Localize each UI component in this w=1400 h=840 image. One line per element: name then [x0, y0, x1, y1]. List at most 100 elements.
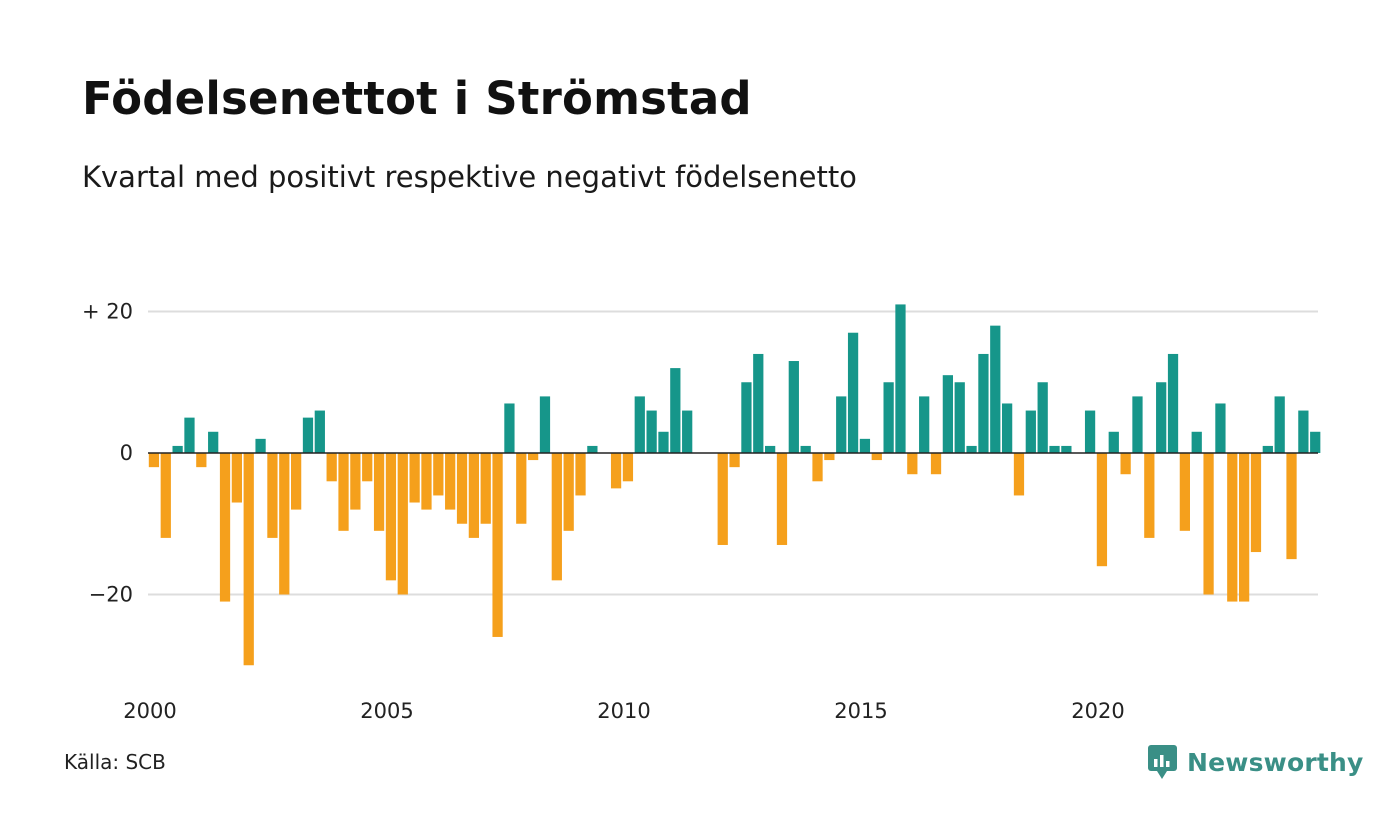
bar	[824, 453, 835, 461]
bar	[895, 304, 906, 453]
bar	[836, 396, 847, 453]
bar	[1144, 453, 1155, 538]
bar	[765, 445, 776, 453]
x-tick-label: 2015	[834, 699, 887, 723]
bar	[528, 453, 539, 461]
bar	[184, 417, 195, 453]
bar	[539, 396, 551, 453]
bar	[160, 453, 171, 538]
bar	[800, 445, 811, 453]
bar	[373, 453, 385, 531]
bar	[255, 438, 266, 453]
source-note: Källa: SCB	[64, 750, 166, 774]
bar	[1298, 410, 1309, 453]
bar	[385, 453, 397, 581]
y-tick-label: + 20	[82, 300, 133, 324]
chart-subtitle: Kvartal med positivt respektive negativt…	[82, 160, 857, 194]
bar	[930, 453, 942, 475]
x-tick-label: 2000	[123, 699, 176, 723]
bar	[350, 453, 361, 510]
bar	[267, 453, 278, 538]
bar	[492, 453, 503, 637]
bar	[279, 453, 290, 595]
bar	[1215, 403, 1226, 453]
bar	[788, 361, 799, 453]
y-tick-label: −20	[89, 583, 133, 607]
bar	[1310, 431, 1321, 453]
bar	[1167, 353, 1179, 453]
bar	[670, 368, 681, 453]
bar	[1108, 431, 1119, 453]
bar	[634, 396, 645, 453]
bar	[942, 375, 953, 453]
bar	[919, 396, 930, 453]
bar	[314, 410, 325, 453]
bar	[776, 453, 788, 545]
brand-name: Newsworthy	[1187, 747, 1364, 777]
bar	[1203, 453, 1214, 595]
bar	[646, 410, 657, 453]
bar	[954, 382, 965, 453]
bar	[966, 445, 977, 453]
bar	[231, 453, 242, 503]
bar	[1156, 382, 1167, 453]
tick-labels: + 20 0 −20 2000 2005 2010 2015 2020	[82, 300, 1125, 724]
bar	[859, 438, 871, 453]
bar	[362, 453, 373, 482]
bar	[219, 453, 231, 602]
bar	[990, 325, 1001, 453]
bar	[326, 453, 337, 482]
x-tick-label: 2010	[597, 699, 650, 723]
newsworthy-logo: Newsworthy	[1147, 744, 1364, 780]
bar	[907, 453, 918, 475]
bar	[421, 453, 432, 510]
bar	[1227, 453, 1238, 602]
bar	[622, 453, 634, 482]
bar	[468, 453, 479, 538]
bar	[812, 453, 823, 482]
bar	[658, 431, 669, 453]
bar	[196, 453, 207, 468]
bar	[1250, 453, 1262, 553]
bar	[456, 453, 468, 524]
bar	[243, 453, 254, 666]
bar	[1274, 396, 1285, 453]
bar	[1286, 453, 1297, 560]
x-tick-label: 2005	[360, 699, 413, 723]
bar	[1239, 453, 1250, 602]
bar	[291, 453, 302, 510]
y-tick-label: 0	[120, 441, 133, 465]
bar	[1262, 445, 1273, 453]
bar	[480, 453, 491, 524]
bar	[302, 417, 314, 453]
bar	[1096, 453, 1108, 567]
bars	[148, 304, 1321, 666]
x-tick-label: 2020	[1071, 699, 1124, 723]
bar	[172, 445, 183, 453]
newsworthy-logo-icon	[1148, 745, 1177, 779]
bar	[1132, 396, 1143, 453]
bar	[338, 453, 349, 531]
bar	[1061, 445, 1072, 453]
bar	[433, 453, 444, 496]
bar-chart: + 20 0 −20 2000 2005 2010 2015 2020	[82, 300, 1321, 724]
bar	[682, 410, 693, 453]
bar	[717, 453, 728, 545]
bar	[1049, 445, 1060, 453]
bar	[1013, 453, 1025, 496]
bar	[1120, 453, 1131, 475]
bar	[1002, 403, 1013, 453]
bar	[409, 453, 420, 503]
chart-title: Födelsenettot i Strömstad	[82, 72, 752, 125]
bar	[883, 382, 894, 453]
bar	[445, 453, 456, 510]
bar	[208, 431, 219, 453]
bar	[551, 453, 562, 581]
bar	[587, 445, 598, 453]
bar	[610, 453, 622, 489]
bar	[741, 382, 752, 453]
bar	[847, 332, 859, 453]
bar	[729, 453, 740, 468]
bar	[148, 453, 160, 468]
bar	[563, 453, 574, 531]
